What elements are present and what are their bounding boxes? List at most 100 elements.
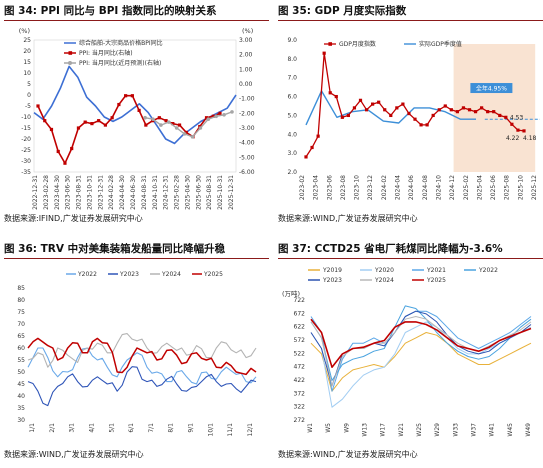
chart-panel-gdp: 图 35: GDP 月度实际指数 9.0 8.0 7.0 6.0 5.0 4.0 3.0 2.…	[278, 2, 543, 230]
series-gdp-monthly-point	[425, 123, 429, 127]
y-tick-right: -1.00	[239, 96, 255, 103]
x-tick: 2025-08-31	[206, 175, 213, 210]
y-tick-right: -3.00	[239, 125, 255, 132]
y-tick: 322	[294, 404, 306, 411]
series-gdp-monthly-point	[334, 94, 338, 99]
chart-source-ppi-bpi: 数据来源:IFIND,广发证券发展研究中心	[4, 214, 143, 223]
x-tick: 2023-12-31	[97, 175, 104, 210]
series-ppi-point	[56, 149, 60, 154]
series-gdp-monthly-point	[401, 102, 405, 106]
chart-panel-ppi-bpi: 图 34: PPI 同比与 BPI 指数同比的映射关系 (%) (%) 25 20 15…	[4, 2, 269, 230]
legend-label: Y2022	[77, 271, 97, 278]
series-gdp-monthly-point	[522, 129, 526, 133]
y-tick-left: 15	[23, 59, 31, 66]
y-tick: 7.0	[287, 75, 297, 82]
y-tick: 272	[294, 417, 306, 424]
legend-label: 综合船舶-大宗商品价格BPI同比	[79, 39, 163, 47]
x-tick: 11/1	[227, 423, 234, 437]
x-tick: 2024-10-31	[152, 175, 159, 210]
x-tick: 2023-02-28	[43, 175, 50, 210]
x-tick: W29	[434, 423, 441, 437]
legend-label: Y2020	[374, 267, 394, 274]
y-tick-left: -10	[21, 114, 31, 121]
x-tick: 2025-08	[504, 175, 511, 200]
x-tick: 2023-10	[354, 175, 361, 200]
series-y2025	[310, 318, 532, 368]
series-gdp-monthly-point	[389, 113, 393, 118]
y-tick-left: -25	[21, 147, 31, 154]
legend-label: Y2022	[478, 267, 498, 274]
y-tick-left: -20	[21, 136, 31, 143]
x-tick: W49	[525, 423, 532, 437]
series-ppi-line	[37, 94, 221, 164]
series-bpi-line	[33, 65, 237, 145]
legend-label: Y2025	[203, 271, 223, 278]
y-tick: 5.0	[287, 112, 297, 119]
y-tick: 372	[294, 390, 306, 397]
y-tick: 572	[294, 337, 306, 344]
x-tick: 12/1	[247, 423, 254, 437]
y-tick-right: -6.00	[239, 169, 255, 176]
y-tick-left: 0	[27, 92, 31, 99]
y-tick: 85	[17, 285, 25, 292]
series-ppi-forecast-point	[159, 123, 163, 127]
x-tick: 5/1	[108, 423, 115, 433]
chart-title-cctd: 图 37: CCTD25 省电厂耗煤同比降幅为-3.6%	[278, 240, 543, 259]
y-tick-left: -30	[21, 158, 31, 165]
series-ppi-point	[184, 130, 188, 134]
x-tick: 2024-02	[381, 175, 388, 200]
series-gdp-monthly-point	[498, 113, 502, 118]
x-tick: 2024-06	[408, 175, 415, 200]
chart-panel-trv: 图 36: TRV 中对美集装箱发船量同比降幅升稳 85 80 75 70 65 60 55…	[4, 240, 269, 468]
series-ppi-forecast-point	[182, 132, 187, 136]
series-ppi-forecast-point	[151, 117, 155, 121]
y-tick-left: -15	[21, 125, 31, 132]
x-tick: 10/1	[207, 423, 214, 437]
x-tick: 9/1	[188, 423, 195, 433]
x-tick: 2025-06	[490, 175, 497, 200]
series-gdp-monthly-point	[407, 111, 411, 116]
x-tick: 2023-10-31	[86, 175, 93, 210]
series-gdp-monthly-point	[461, 106, 466, 110]
series-ppi-point	[137, 108, 141, 112]
series-ppi-point	[124, 94, 128, 98]
x-tick: 2023-04	[313, 175, 320, 200]
legend-marker	[68, 61, 72, 65]
legend-label: Y2024	[161, 271, 181, 278]
y-tick: 70	[17, 321, 25, 328]
x-tick: 2024-06-30	[130, 175, 137, 210]
series-ppi-point	[204, 116, 209, 120]
chart-source-cctd: 数据来源:WIND,广发证券发展研究中心	[278, 450, 418, 459]
y-tick: 672	[294, 310, 306, 317]
x-tick: 2025-12	[531, 175, 538, 200]
series-ppi-forecast-point	[174, 126, 179, 130]
y-tick-left: 25	[23, 37, 31, 44]
y-tick-left: 20	[23, 48, 31, 55]
series-ppi-point	[171, 122, 175, 126]
series-gdp-monthly-point	[364, 108, 369, 112]
y-tick: 65	[17, 333, 25, 340]
series-y2025	[27, 337, 257, 376]
series-gdp-monthly-point	[510, 122, 514, 126]
x-tick: W17	[380, 423, 387, 437]
chart-source-trv: 数据来源:WIND,广发证券发展研究中心	[4, 450, 144, 459]
series-ppi-point	[83, 120, 87, 124]
legend-label: PPI: 当月同比(近月预测)(右轴)	[79, 59, 161, 67]
series-y2023	[27, 366, 257, 407]
series-y2020	[310, 321, 532, 408]
y-tick: 522	[294, 350, 306, 357]
series-gdp-quarterly	[305, 90, 476, 126]
legend-label: Y2023	[119, 271, 139, 278]
y-tick-right: 2.00	[239, 52, 253, 59]
x-tick: 2025-02-28	[174, 175, 181, 210]
y-tick: 6.0	[287, 94, 297, 101]
series-ppi-point	[103, 123, 108, 127]
x-tick: 2023-08	[340, 175, 347, 200]
x-tick: 2024-04	[395, 175, 402, 200]
series-gdp-monthly-point	[358, 98, 363, 102]
y-tick: 3.0	[287, 150, 297, 157]
y-tick: 45	[17, 381, 25, 388]
x-tick: 4/1	[88, 423, 95, 433]
legend-marker	[328, 42, 332, 46]
series-gdp-monthly-point	[480, 106, 484, 110]
